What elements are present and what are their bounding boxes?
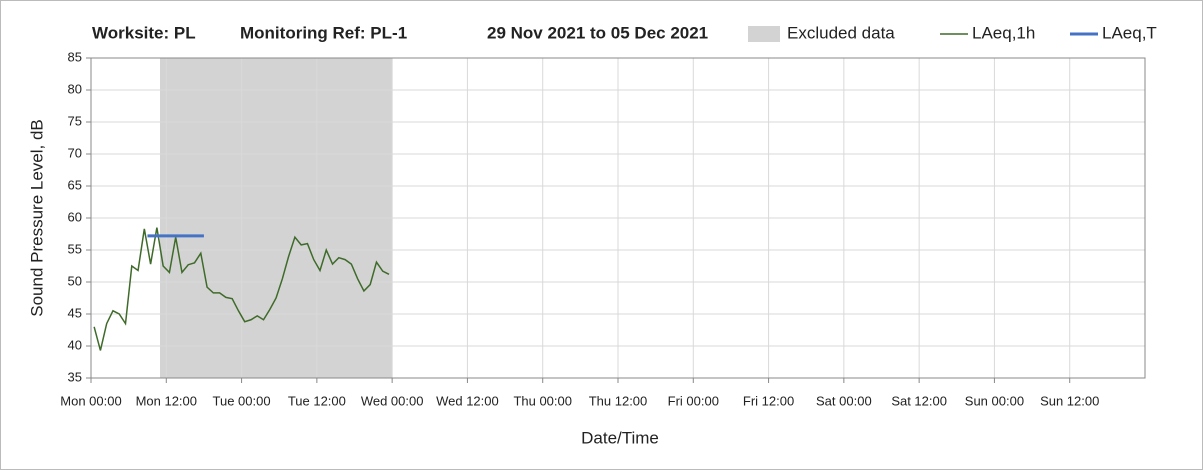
y-tick-label: 40 — [68, 337, 82, 352]
x-tick-label: Sat 12:00 — [891, 393, 947, 408]
legend-swatch — [748, 26, 780, 42]
y-tick-label: 85 — [68, 49, 82, 64]
x-tick-label: Thu 00:00 — [513, 393, 572, 408]
y-tick-label: 80 — [68, 81, 82, 96]
x-tick-label: Sat 00:00 — [816, 393, 872, 408]
x-tick-label: Thu 12:00 — [589, 393, 648, 408]
y-tick-label: 70 — [68, 145, 82, 160]
y-tick-label: 45 — [68, 305, 82, 320]
legend-label: Excluded data — [787, 23, 895, 42]
y-tick-label: 75 — [68, 113, 82, 128]
y-tick-label: 55 — [68, 241, 82, 256]
x-tick-label: Tue 00:00 — [213, 393, 271, 408]
title-worksite: Worksite: PL — [92, 23, 196, 42]
plot-frame — [90, 57, 1146, 379]
x-tick-label: Mon 12:00 — [136, 393, 197, 408]
legend-label: LAeq,T — [1102, 23, 1157, 42]
x-tick-label: Wed 00:00 — [361, 393, 424, 408]
y-tick-label: 35 — [68, 369, 82, 384]
x-tick-label: Sun 00:00 — [965, 393, 1024, 408]
x-tick-label: Fri 12:00 — [743, 393, 794, 408]
y-tick-label: 65 — [68, 177, 82, 192]
x-tick-label: Wed 12:00 — [436, 393, 499, 408]
y-axis-title: Sound Pressure Level, dB — [27, 119, 46, 317]
x-tick-label: Tue 12:00 — [288, 393, 346, 408]
x-tick-label: Fri 00:00 — [668, 393, 719, 408]
x-tick-label: Sun 12:00 — [1040, 393, 1099, 408]
title-ref: Monitoring Ref: PL-1 — [240, 23, 407, 42]
y-tick-label: 60 — [68, 209, 82, 224]
x-axis-title: Date/Time — [581, 428, 659, 447]
x-tick-label: Mon 00:00 — [60, 393, 121, 408]
title-dates: 29 Nov 2021 to 05 Dec 2021 — [487, 23, 708, 42]
legend-label: LAeq,1h — [972, 23, 1035, 42]
y-tick-label: 50 — [68, 273, 82, 288]
series-line — [93, 227, 390, 351]
